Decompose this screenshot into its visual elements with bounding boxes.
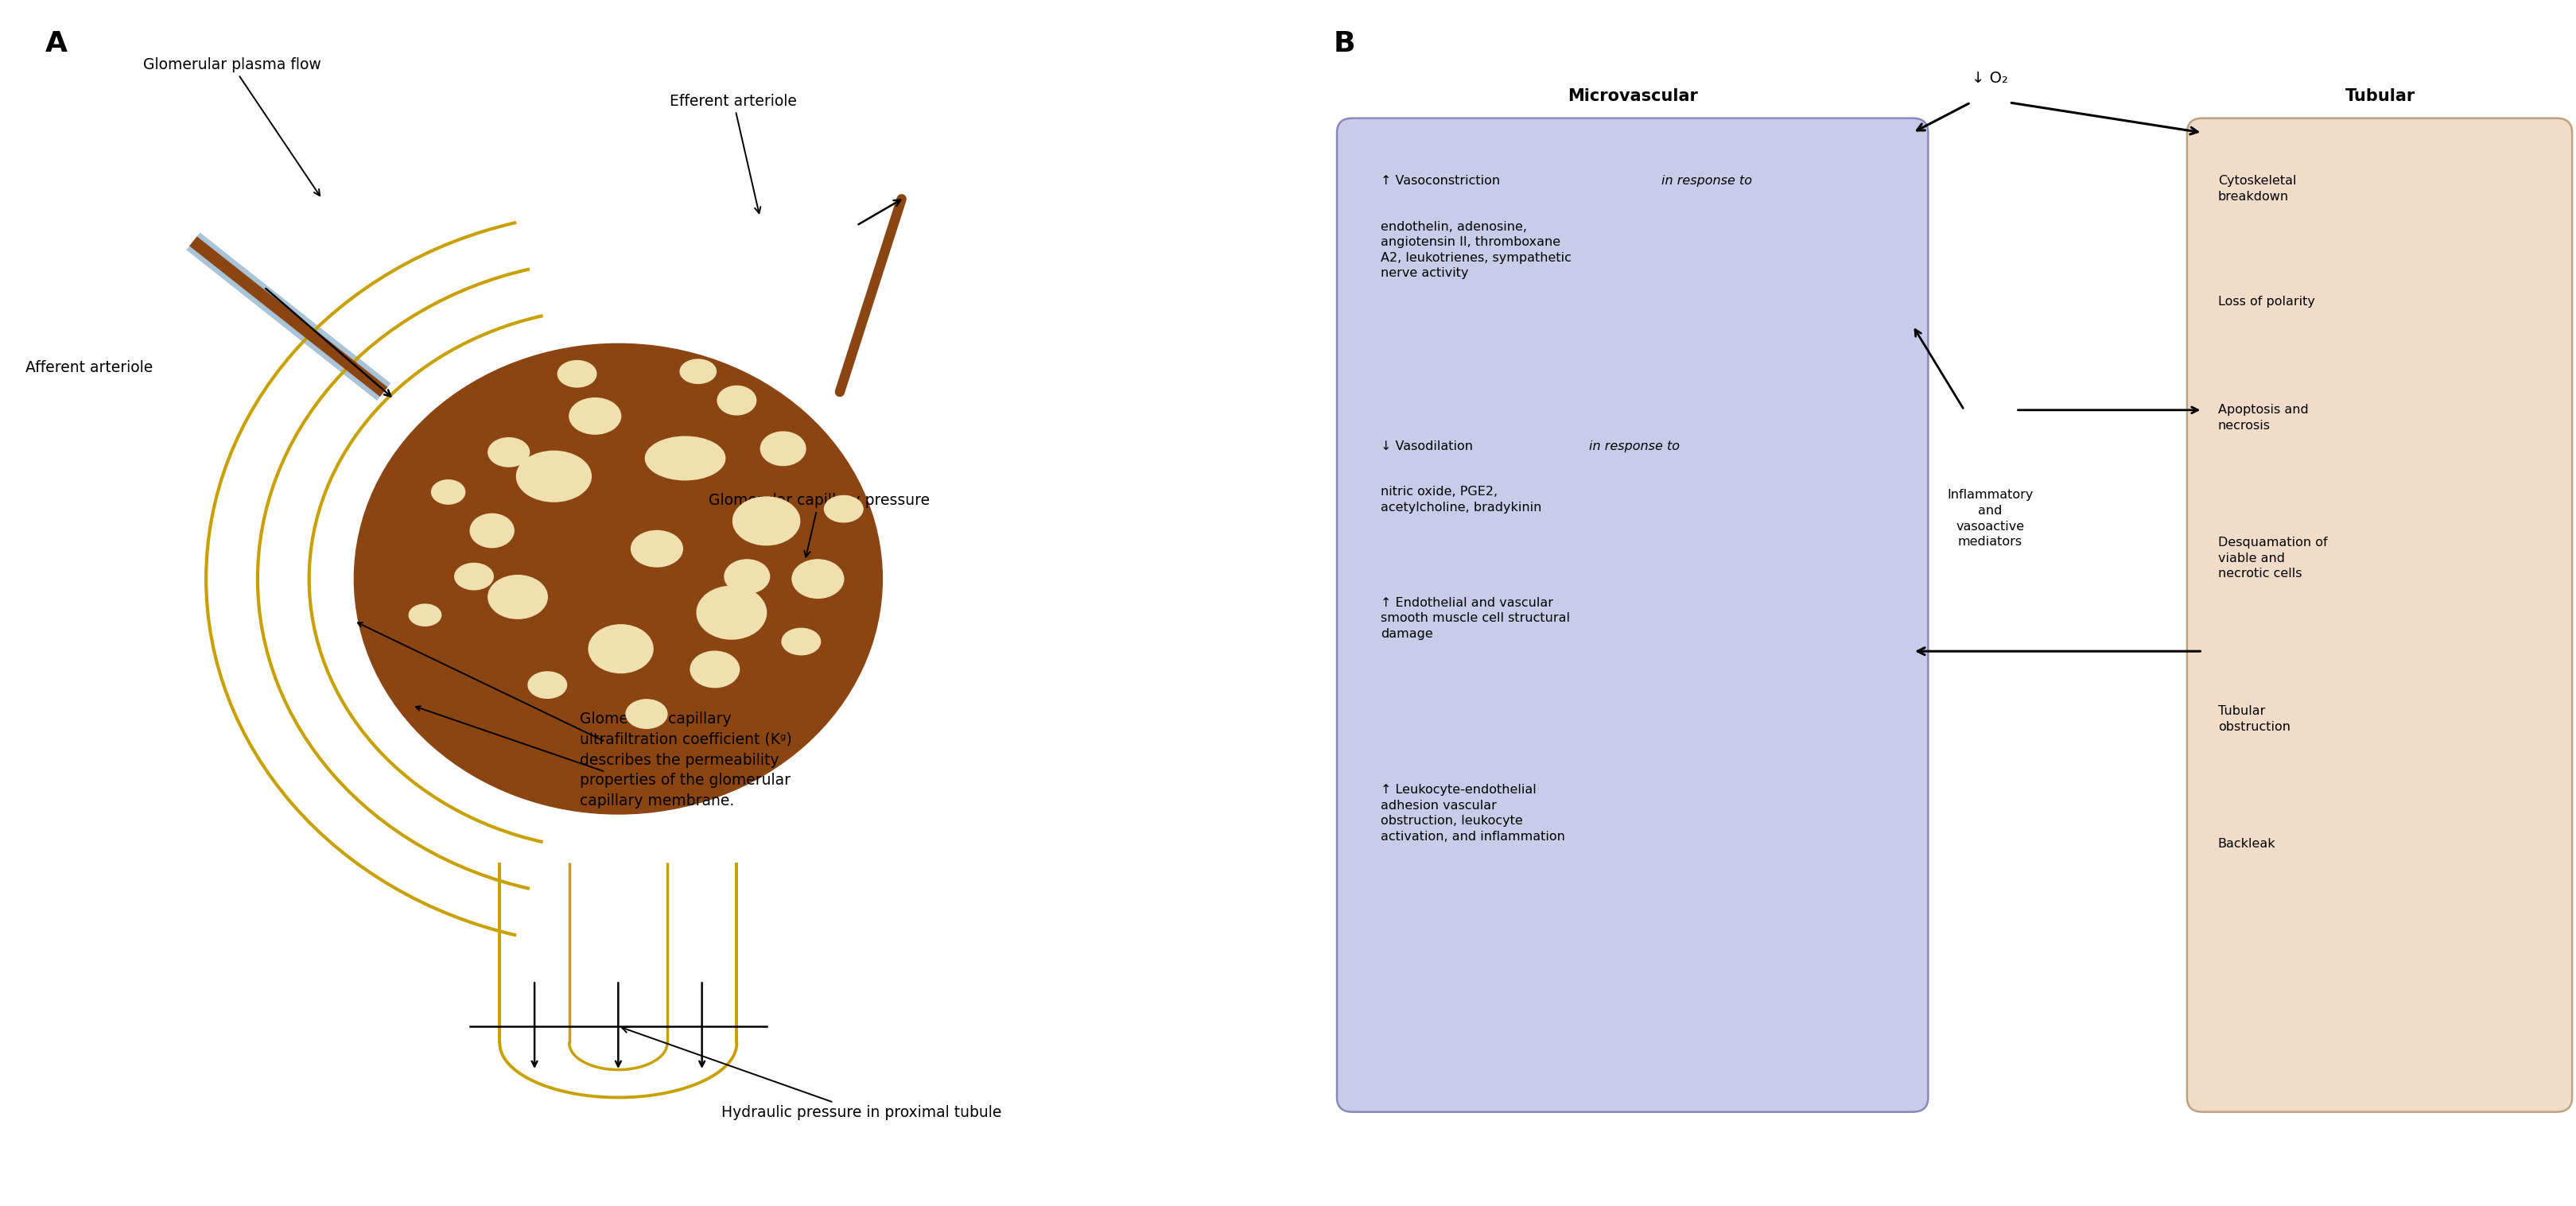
Text: Inflammatory
and
vasoactive
mediators: Inflammatory and vasoactive mediators [1947,490,2032,548]
Ellipse shape [631,531,683,567]
Ellipse shape [569,398,621,434]
FancyBboxPatch shape [2187,118,2571,1112]
Ellipse shape [680,359,716,384]
Ellipse shape [528,672,567,698]
Ellipse shape [690,651,739,687]
Ellipse shape [355,344,881,814]
Text: ↓ O₂: ↓ O₂ [1971,71,2009,86]
Text: ↑ Vasoconstriction: ↑ Vasoconstriction [1381,175,1504,187]
Text: B: B [1334,30,1355,57]
Ellipse shape [824,496,863,522]
Text: Cytoskeletal
breakdown: Cytoskeletal breakdown [2218,175,2295,203]
Ellipse shape [559,361,598,387]
Ellipse shape [724,560,770,593]
Text: Tubular
obstruction: Tubular obstruction [2218,706,2290,733]
Ellipse shape [732,497,799,545]
Text: Backleak: Backleak [2218,838,2275,850]
Ellipse shape [515,451,592,502]
Text: Efferent arteriole: Efferent arteriole [670,93,796,213]
Ellipse shape [453,563,495,590]
Ellipse shape [696,586,768,639]
Text: in response to: in response to [1662,175,1752,187]
Text: Microvascular: Microvascular [1569,88,1698,105]
Text: Glomerular capillary pressure: Glomerular capillary pressure [708,493,930,557]
Text: ↑ Leukocyte-endothelial
adhesion vascular
obstruction, leukocyte
activation, and: ↑ Leukocyte-endothelial adhesion vascula… [1381,784,1566,843]
Text: Tubular: Tubular [2344,88,2416,105]
Ellipse shape [793,560,845,598]
Text: A: A [46,30,67,57]
Ellipse shape [587,625,652,673]
Ellipse shape [626,699,667,728]
Text: ↑ Endothelial and vascular
smooth muscle cell structural
damage: ↑ Endothelial and vascular smooth muscle… [1381,597,1569,640]
Ellipse shape [716,386,757,415]
Text: in response to: in response to [1589,440,1680,452]
Ellipse shape [760,432,806,466]
Text: Glomerular plasma flow: Glomerular plasma flow [142,57,322,195]
Ellipse shape [410,604,440,626]
Ellipse shape [783,628,822,655]
Text: nitric oxide, PGE2,
acetylcholine, bradykinin: nitric oxide, PGE2, acetylcholine, brady… [1381,486,1540,514]
Text: Loss of polarity: Loss of polarity [2218,295,2316,308]
Text: Hydraulic pressure in proximal tubule: Hydraulic pressure in proximal tubule [621,1026,1002,1120]
Text: ↓ Vasodilation: ↓ Vasodilation [1381,440,1476,452]
Ellipse shape [433,480,464,504]
Text: Desquamation of
viable and
necrotic cells: Desquamation of viable and necrotic cell… [2218,537,2326,580]
Ellipse shape [469,514,515,548]
Text: Afferent arteriole: Afferent arteriole [26,361,152,375]
Text: endothelin, adenosine,
angiotensin II, thromboxane
A2, leukotrienes, sympathetic: endothelin, adenosine, angiotensin II, t… [1381,221,1571,280]
Ellipse shape [647,437,726,480]
FancyBboxPatch shape [1337,118,1927,1112]
Ellipse shape [487,575,546,619]
Text: Apoptosis and
necrosis: Apoptosis and necrosis [2218,404,2308,432]
Text: Glomerular capillary
ultrafiltration coefficient (Kᶢ)
describes the permeability: Glomerular capillary ultrafiltration coe… [580,712,791,808]
Ellipse shape [487,438,531,467]
